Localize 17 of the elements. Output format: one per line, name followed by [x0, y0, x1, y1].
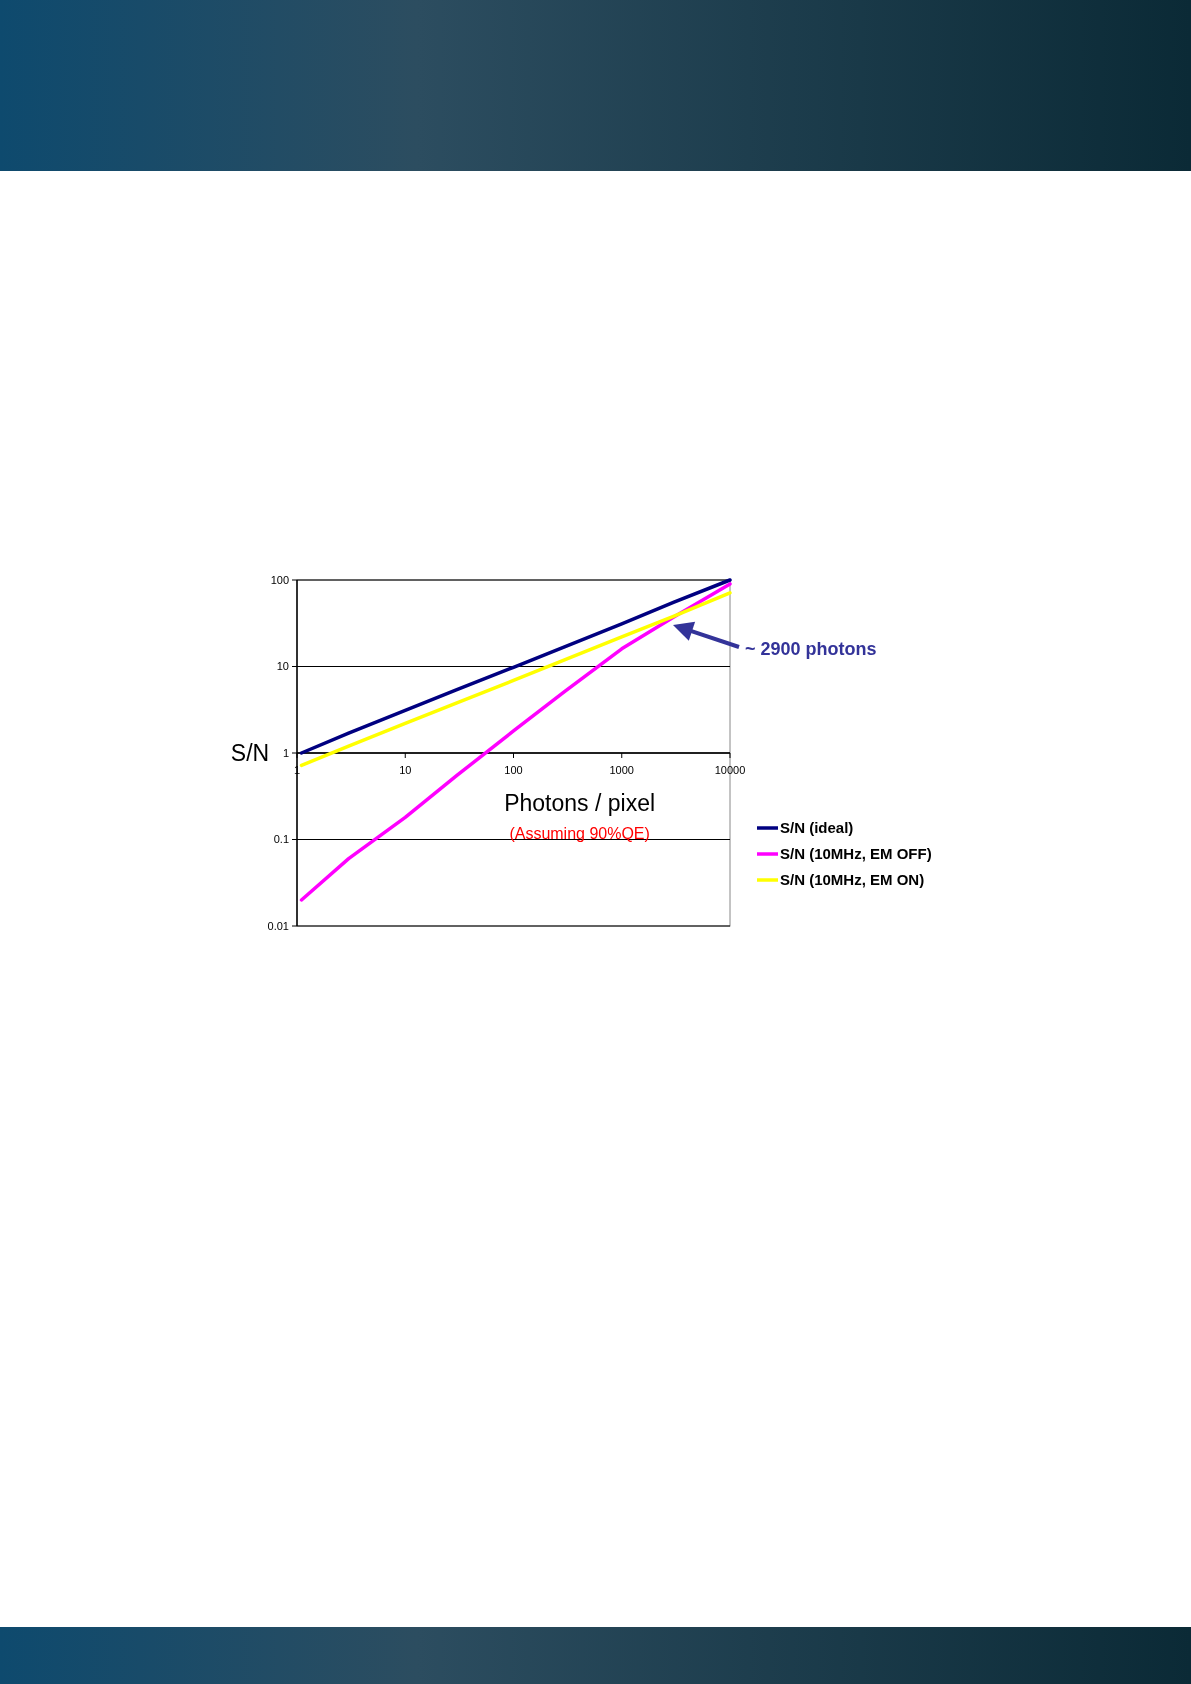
- legend-label: S/N (10MHz, EM ON): [780, 871, 925, 889]
- x-axis-title: Photons / pixel: [504, 790, 656, 816]
- x-tick-label: 1000: [609, 764, 634, 776]
- x-tick-label: 10: [399, 764, 412, 776]
- y-tick-label: 100: [270, 573, 289, 586]
- legend-label: S/N (10MHz, EM OFF): [780, 845, 932, 863]
- annotation: (Assuming 90%QE): [509, 825, 650, 842]
- legend-label: S/N (ideal): [780, 819, 854, 837]
- x-tick-label: 100: [504, 764, 523, 776]
- y-axis-title: S/N: [230, 740, 270, 767]
- y-tick-label: 10: [276, 660, 289, 673]
- y-tick-label: 1: [282, 746, 289, 759]
- x-tick-label: 1: [293, 764, 301, 776]
- y-tick-label: 0.1: [273, 833, 289, 846]
- x-tick-label: 10000: [714, 764, 746, 776]
- text: ~ 2900 photons: [745, 639, 877, 659]
- y-tick-label: 0.01: [267, 919, 289, 932]
